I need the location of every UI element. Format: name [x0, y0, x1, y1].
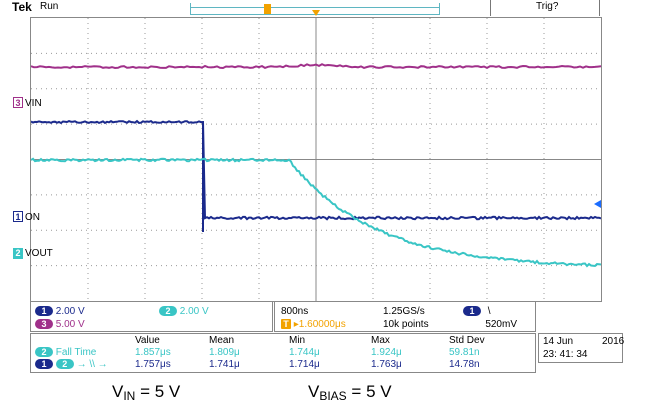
measurement-min: 1.714μ: [289, 359, 320, 371]
graticule-and-traces: [31, 18, 601, 301]
vbias-value: = 5 V: [347, 382, 392, 401]
measurement-min: 1.744μ: [289, 347, 320, 359]
date-time-display: 14 Jun 2016 23: 41: 34: [538, 333, 623, 363]
column-header: Mean: [209, 335, 234, 347]
column-header: Min: [289, 335, 305, 347]
waveform-display[interactable]: [30, 17, 602, 302]
figure-caption: VIN = 5 V VBIAS = 5 V: [0, 380, 655, 408]
record-length: 10k points: [383, 319, 429, 330]
trigger-level: 520mV: [485, 319, 517, 330]
channel-settings-panel: 1 2.00 V 2 2.00 V 3 5.00 V: [30, 302, 273, 332]
tek-logo: Tek: [12, 0, 32, 14]
ch1-label: ON: [25, 212, 40, 223]
delay-edge-icon: → \\ →: [77, 359, 108, 370]
trigger-source: 1 \: [463, 306, 491, 317]
ch1-number: 1: [13, 211, 23, 222]
horizontal-position: T ▸1.60000μs: [281, 319, 346, 330]
ch2-number: 2: [13, 248, 23, 259]
measurement-mean: 1.741μ: [209, 359, 240, 371]
measurement-row-label[interactable]: 1 2 → \\ →: [35, 359, 108, 371]
column-header: Max: [371, 335, 390, 347]
ch1-marker[interactable]: 1 ON: [13, 211, 40, 223]
measurement-stddev: 59.81n: [449, 347, 480, 359]
timebase-panel[interactable]: 800ns 1.25GS/s T ▸1.60000μs 10k points 1…: [274, 302, 536, 332]
vin-value: = 5 V: [135, 382, 180, 401]
sample-rate: 1.25GS/s: [383, 306, 425, 317]
trigger-slope-icon: \: [488, 306, 491, 317]
record-trigger-marker: [264, 4, 271, 14]
ch1-scale: 2.00 V: [56, 306, 85, 317]
column-header: Value: [135, 335, 160, 347]
horizontal-scale: 800ns: [281, 306, 308, 317]
measurement-value: 1.757μs: [135, 359, 171, 371]
run-status: Run: [40, 1, 58, 12]
measurement-type: Fall Time: [56, 347, 97, 358]
vbias-subscript: BIAS: [319, 389, 346, 403]
position-t-icon: T: [281, 319, 291, 329]
trigger-status: Trig?: [536, 1, 558, 12]
status-bar: Tek Run Trig?: [0, 0, 655, 16]
source-badge: 2: [35, 347, 53, 357]
vin-subscript: IN: [123, 389, 135, 403]
measurement-max: 1.924μ: [371, 347, 402, 359]
ch2-scale: 2.00 V: [180, 306, 209, 317]
ch3-setting[interactable]: 3 5.00 V: [35, 319, 85, 331]
ch3-scale: 5.00 V: [56, 319, 85, 330]
ch1-setting[interactable]: 1 2.00 V: [35, 306, 85, 318]
ch2-setting[interactable]: 2 2.00 V: [159, 306, 209, 318]
trigger-position-arrow-icon[interactable]: [312, 10, 320, 16]
ch2-label: VOUT: [25, 248, 53, 259]
ch3-badge: 3: [35, 319, 53, 329]
source-badge: 1: [35, 359, 53, 369]
vbias-symbol: V: [308, 382, 319, 401]
ch3-marker[interactable]: 3 VIN: [13, 97, 42, 109]
vin-symbol: V: [112, 382, 123, 401]
target-badge: 2: [56, 359, 74, 369]
ch2-marker[interactable]: 2 VOUT: [13, 248, 53, 259]
date: 14 Jun: [543, 336, 573, 347]
measurement-mean: 1.809μ: [209, 347, 240, 359]
vbias-condition: VBIAS = 5 V: [308, 382, 392, 403]
trigger-level-arrow-icon[interactable]: [594, 200, 601, 208]
vin-condition: VIN = 5 V: [112, 382, 180, 403]
year: 2016: [602, 336, 624, 347]
ch3-number: 3: [13, 97, 23, 108]
measurement-table: Value Mean Min Max Std Dev 2 Fall Time 1…: [30, 333, 536, 373]
measurement-value: 1.857μs: [135, 347, 171, 359]
measurement-max: 1.763μ: [371, 359, 402, 371]
measurement-stddev: 14.78n: [449, 359, 480, 371]
column-header: Std Dev: [449, 335, 485, 347]
ch2-badge: 2: [159, 306, 177, 316]
horizontal-position-value: ▸1.60000μs: [294, 319, 346, 330]
ch3-label: VIN: [25, 98, 42, 109]
measurement-row-label[interactable]: 2 Fall Time: [35, 347, 96, 359]
time: 23: 41: 34: [543, 349, 587, 360]
trigger-source-badge: 1: [463, 306, 481, 316]
record-window: [191, 7, 439, 8]
ch1-badge: 1: [35, 306, 53, 316]
